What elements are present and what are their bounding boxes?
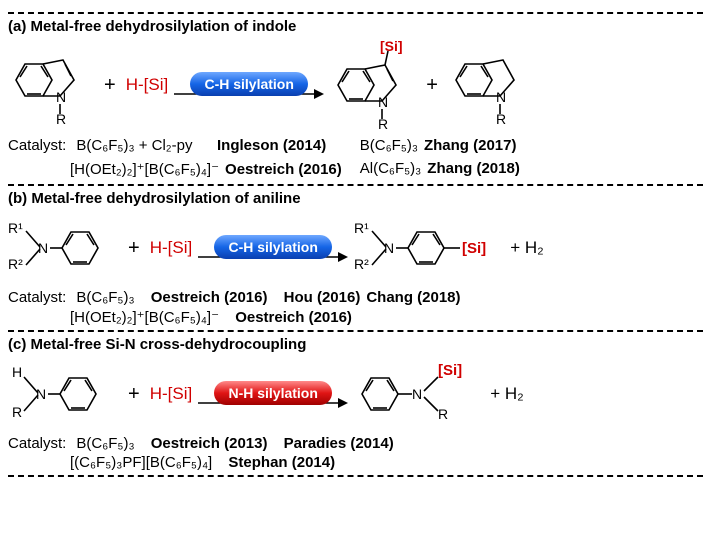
indole-product-structure: [Si] N R [330,41,416,129]
section-a-reaction: N R + H-[Si] C-H silylation [Si] N R + [8,41,703,129]
pill-a: C-H silylation [190,72,307,96]
catalyst-c-2: [(C₆F₅)₃PF][B(C₆F₅)₄] Stephan (2014) [8,454,703,471]
svg-text:R: R [378,116,388,129]
svg-text:R: R [496,111,506,124]
reagent-b: H-[Si] [150,238,193,258]
cat-a-3-author: Zhang (2017) [424,137,517,154]
section-b-reaction: R¹ R² N + H-[Si] C-H silylation R¹ R² N [8,213,703,283]
catalyst-b-1: Catalyst: B(C₆F₅)₃ Oestreich (2016) Hou … [8,289,703,306]
divider-bc [8,330,703,332]
aniline-product-structure: R¹ R² N [Si] [354,213,504,283]
cat-a-1-author: Ingleson (2014) [217,137,326,154]
svg-text:R¹: R¹ [8,220,23,236]
section-a-title: (a) Metal-free dehydrosilylation of indo… [8,18,703,35]
aniline-nsi-product-structure: N [Si] R [354,359,484,429]
svg-text:N: N [38,240,48,256]
cat-c-2-author: Stephan (2014) [228,454,335,471]
svg-text:N: N [56,89,66,105]
plus-1b: + [128,237,140,260]
byproduct-b: + H₂ [510,238,544,258]
svg-text:N: N [496,89,506,105]
catalyst-c-1: Catalyst: B(C₆F₅)₃ Oestreich (2013) Para… [8,435,703,452]
svg-text:R¹: R¹ [354,220,369,236]
indoline-structure: N R [448,46,534,124]
cat-a-1-formula: B(C₆F₅)₃ + Cl₂-py [76,137,192,154]
cat-b-1-formula: B(C₆F₅)₃ [76,289,134,306]
svg-text:[Si]: [Si] [462,240,486,257]
plus-1c: + [128,383,140,406]
svg-text:[Si]: [Si] [380,41,403,54]
arrow-a: C-H silylation [174,68,324,102]
plus-1a: + [104,74,116,97]
cat-b-2-formula: [H(OEt₂)₂]⁺[B(C₆F₅)₄]⁻ [70,308,219,326]
svg-text:R: R [56,111,66,124]
svg-text:N: N [36,386,46,402]
arrow-c: N-H silylation [198,377,348,411]
svg-text:[Si]: [Si] [438,362,462,379]
cat-a-4-author: Zhang (2018) [427,160,520,177]
catalyst-label-c: Catalyst: [8,435,66,452]
svg-text:R: R [12,404,22,420]
pill-c: N-H silylation [214,381,331,405]
divider-top [8,12,703,14]
cat-b-1-author1: Oestreich (2016) [151,289,268,306]
cat-c-1-formula: B(C₆F₅)₃ [76,435,134,452]
svg-text:N: N [378,94,388,110]
plus-2a: + [426,74,438,97]
svg-text:R²: R² [8,256,23,272]
svg-text:H: H [12,364,22,380]
divider-bottom [8,475,703,477]
aniline-nhr-structure: H R N [8,359,118,429]
arrow-b: C-H silylation [198,231,348,265]
svg-text:R: R [438,406,448,422]
cat-c-1-author1: Oestreich (2013) [151,435,268,452]
reagent-c: H-[Si] [150,384,193,404]
catalyst-label-a: Catalyst: [8,137,66,154]
cat-a-3-formula: B(C₆F₅)₃ [360,137,418,154]
cat-c-2-formula: [(C₆F₅)₃PF][B(C₆F₅)₄] [70,454,212,471]
cat-b-1-author2: Hou (2016) [284,289,361,306]
cat-b-1-author3: Chang (2018) [366,289,460,306]
divider-ab [8,184,703,186]
svg-text:N: N [384,240,394,256]
reagent-a: H-[Si] [126,75,169,95]
catalyst-label-b: Catalyst: [8,289,66,306]
catalyst-a: Catalyst: B(C₆F₅)₃ + Cl₂-py Ingleson (20… [8,135,703,180]
section-c-reaction: H R N + H-[Si] N-H silylation N [Si] R [8,359,703,429]
pill-b: C-H silylation [214,235,331,259]
cat-a-2-author: Oestreich (2016) [225,161,342,178]
cat-a-2-formula: [H(OEt₂)₂]⁺[B(C₆F₅)₄]⁻ [70,160,219,178]
cat-b-2-author: Oestreich (2016) [235,309,352,326]
catalyst-b-2: [H(OEt₂)₂]⁺[B(C₆F₅)₄]⁻ Oestreich (2016) [8,308,703,326]
svg-text:N: N [412,386,422,402]
cat-a-4-formula: Al(C₆F₅)₃ [360,160,422,177]
svg-text:R²: R² [354,256,369,272]
byproduct-c: + H₂ [490,384,524,404]
section-c-title: (c) Metal-free Si-N cross-dehydrocouplin… [8,336,703,353]
cat-c-1-author2: Paradies (2014) [284,435,394,452]
indole-start-structure: N R [8,46,94,124]
section-b-title: (b) Metal-free dehydrosilylation of anil… [8,190,703,207]
aniline-start-structure: R¹ R² N [8,213,118,283]
